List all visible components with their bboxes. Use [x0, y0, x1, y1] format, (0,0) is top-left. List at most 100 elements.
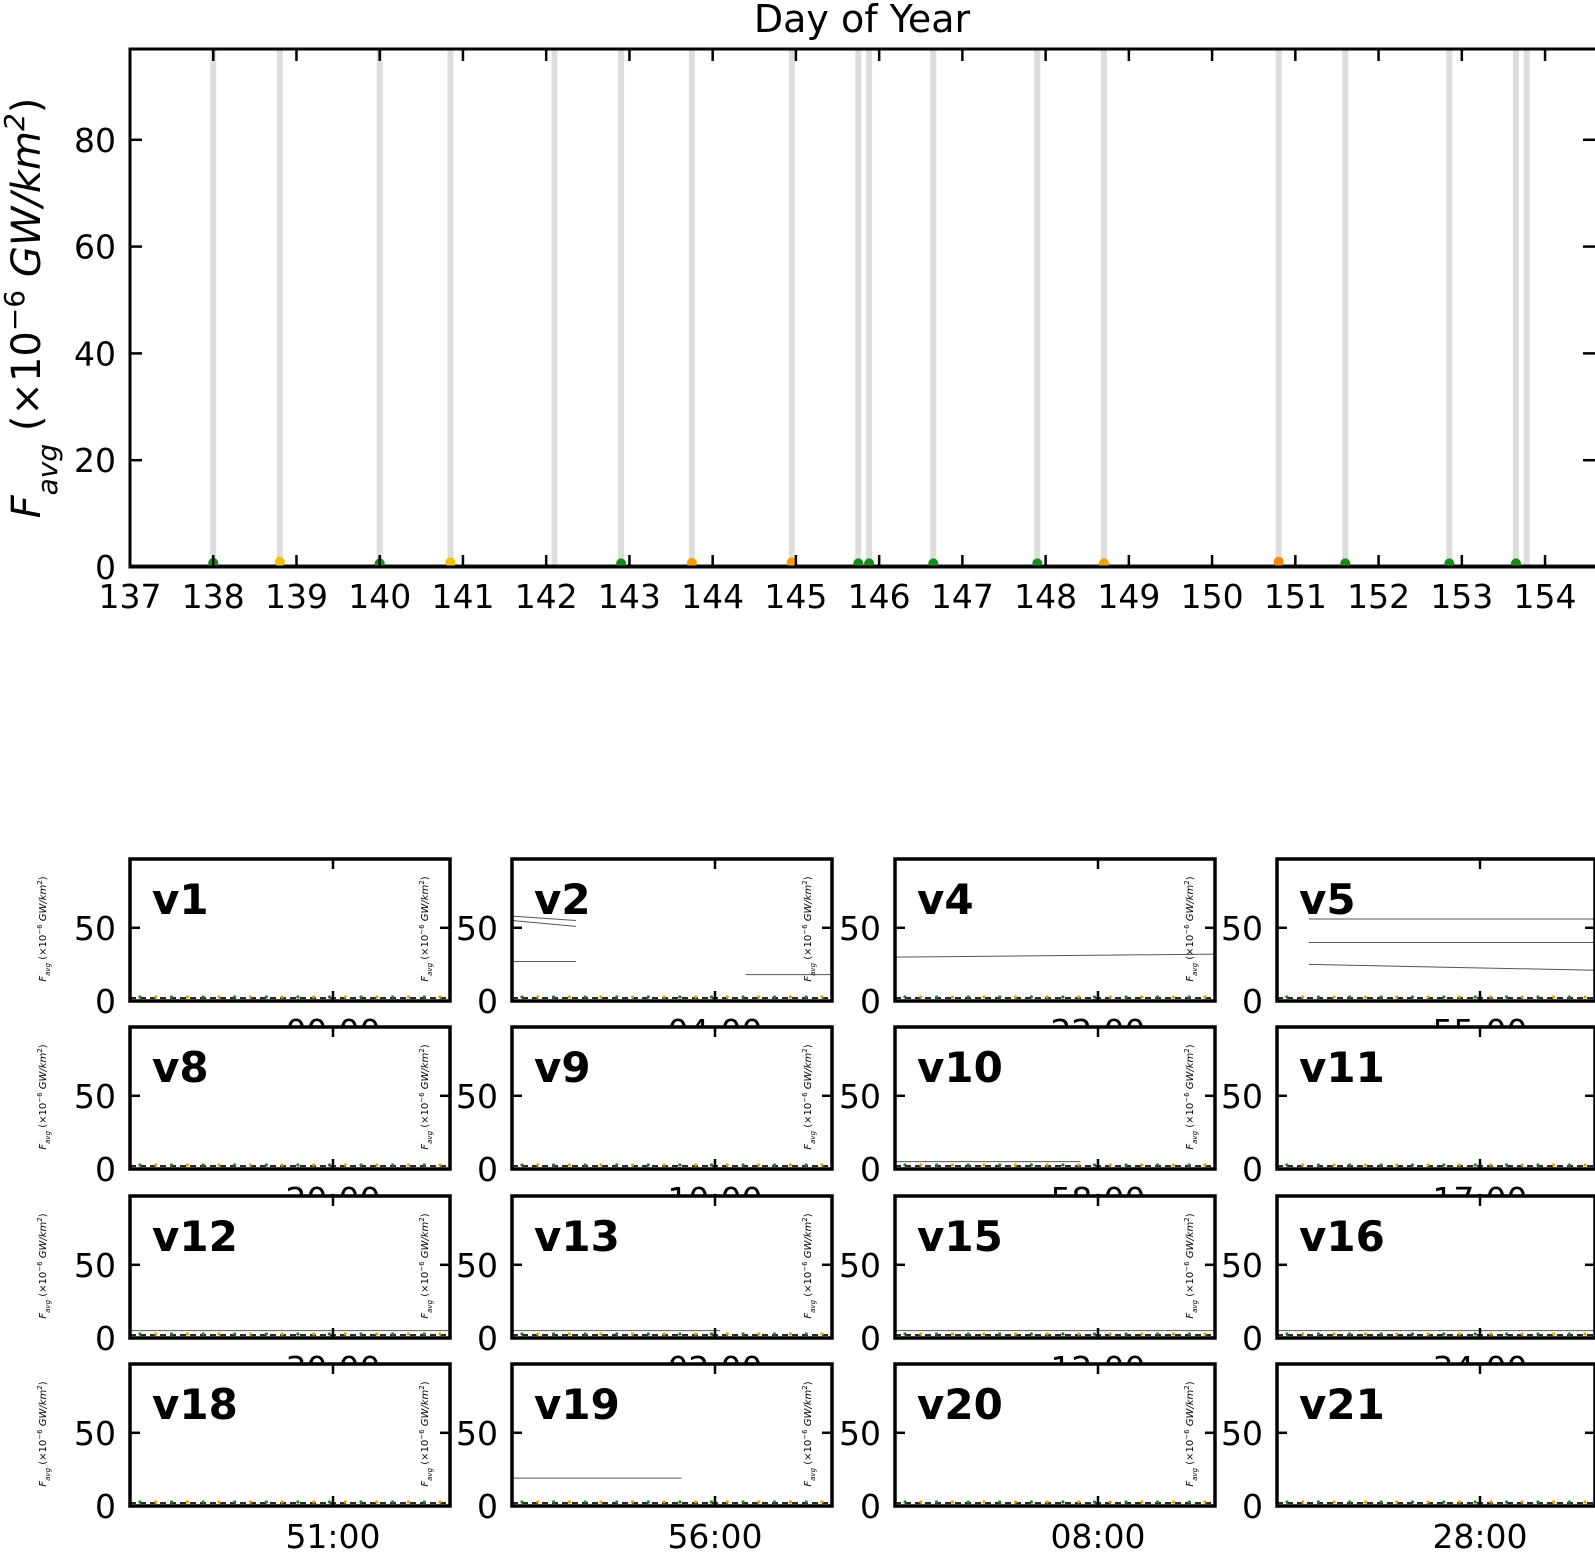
panel-data-point — [359, 1332, 363, 1336]
panel-v21: 28:00 0 50 v21 Favg (×10−6 GW/km2) — [1183, 1362, 1595, 1553]
panel-y-axis-label: Favg (×10−6 GW/km2) — [1183, 1381, 1199, 1486]
panel-v5: 55:00050v5Favg (×10−6 GW/km2) — [1183, 857, 1595, 1051]
panel-data-point — [646, 1163, 650, 1167]
panel-data-point — [678, 995, 682, 999]
panel-data-point — [757, 1500, 761, 1504]
panel-data-point — [1504, 1163, 1509, 1167]
panel-data-point — [1395, 995, 1399, 999]
panel-data-point — [536, 1163, 540, 1167]
panel-v8: 20:00050v8Favg (×10−6 GW/km2) — [36, 1025, 452, 1219]
panel-v4: 22:00050v4Favg (×10−6 GW/km2) — [801, 857, 1217, 1051]
x-tick-label: 142 — [515, 577, 578, 616]
panel-data-point — [296, 1163, 300, 1167]
panel-data-point — [1013, 1163, 1018, 1167]
y-tick-label: 20 — [74, 441, 116, 480]
panel-data-point — [1410, 995, 1415, 999]
panel-data-point — [725, 995, 729, 999]
panel-y-tick-label: 0 — [477, 1150, 498, 1189]
panel-data-point — [1567, 1163, 1571, 1167]
panel-v15: 12:00050v15Favg (×10−6 GW/km2) — [801, 1194, 1217, 1388]
panel-label: v5 — [1299, 875, 1356, 924]
panel-data-point — [154, 995, 158, 999]
panel-frame — [1275, 1194, 1595, 1340]
event-band-4 — [551, 49, 558, 567]
panel-data-point — [1489, 995, 1493, 999]
panel-data-point — [169, 1500, 174, 1504]
panel-data-point — [567, 1332, 571, 1336]
panel-data-point — [264, 1500, 268, 1504]
panel-data-point — [773, 1500, 777, 1504]
panel-data-point — [248, 1163, 253, 1167]
panel-data-point — [966, 995, 970, 999]
panel-data-point — [773, 1332, 777, 1336]
panel-data-point — [138, 995, 142, 999]
panel-label: v8 — [152, 1043, 209, 1092]
panel-y-tick-label: 0 — [860, 1319, 881, 1358]
panel-data-point — [375, 1500, 379, 1504]
panel-data-point — [1473, 1163, 1477, 1167]
y-tick-label: 60 — [74, 228, 116, 267]
panel-data-point — [1316, 1332, 1320, 1336]
panel-y-axis-label: Favg (×10−6 GW/km2) — [418, 1044, 434, 1149]
panel-data-point — [1348, 995, 1352, 999]
panel-data-point — [1583, 1332, 1587, 1336]
panel-data-point — [248, 1500, 253, 1504]
panel-data-point — [662, 1163, 666, 1167]
panel-data-point — [630, 1332, 635, 1336]
panel-data-point — [343, 1332, 347, 1336]
panel-data-point — [327, 1332, 332, 1336]
panel-data-point — [1045, 1500, 1049, 1504]
panel-data-point — [630, 995, 635, 999]
panel-v12: 30:00050v12Favg (×10−6 GW/km2) — [36, 1194, 452, 1388]
panel-data-point — [1395, 1500, 1399, 1504]
panel-data-point — [1187, 1163, 1191, 1167]
panel-data-point — [233, 1163, 237, 1167]
panel-data-point — [1473, 995, 1477, 999]
panel-v2: 04:00050v2Favg (×10−6 GW/km2) — [418, 857, 834, 1051]
panel-data-point — [1536, 1163, 1540, 1167]
event-band-15 — [1446, 49, 1453, 567]
panel-y-tick-label: 50 — [74, 1077, 116, 1116]
panel-data-point — [375, 1332, 379, 1336]
panel-data-point — [1301, 1500, 1305, 1504]
panel-data-point — [599, 1500, 603, 1504]
panel-data-point — [1410, 1332, 1415, 1336]
panel-v13: 02:00050v13Favg (×10−6 GW/km2) — [418, 1194, 834, 1388]
panel-data-point — [1426, 1500, 1430, 1504]
panel-data-point — [903, 1500, 907, 1504]
panel-data-point — [1457, 995, 1462, 999]
panel-y-tick-label: 50 — [839, 1077, 881, 1116]
panel-data-point — [919, 1332, 923, 1336]
panel-data-point — [1077, 1332, 1081, 1336]
panel-frame — [510, 857, 834, 1003]
panel-data-point — [1029, 1500, 1033, 1504]
panel-data-point — [630, 1500, 635, 1504]
panel-data-point — [1316, 1163, 1320, 1167]
panel-data-point — [1077, 1163, 1081, 1167]
panel-data-point — [1029, 995, 1033, 999]
panel-data-point — [950, 1163, 954, 1167]
panel-data-point — [1124, 995, 1128, 999]
panel-y-tick-label: 50 — [1221, 1246, 1263, 1285]
panel-y-axis-label: Favg (×10−6 GW/km2) — [801, 876, 817, 981]
panel-data-point — [1061, 1500, 1065, 1504]
panel-data-point — [919, 1500, 923, 1504]
panel-data-point — [773, 995, 777, 999]
panel-data-point — [982, 1163, 986, 1167]
panel-data-point — [1077, 995, 1081, 999]
panel-x-tick-label: 56:00 — [667, 1517, 762, 1553]
panel-data-point — [741, 1500, 745, 1504]
panel-data-point — [1332, 1332, 1336, 1336]
panel-data-point — [788, 1500, 793, 1504]
panel-data-point — [1442, 995, 1446, 999]
panel-data-point — [1457, 1163, 1462, 1167]
panel-y-tick-label: 50 — [74, 909, 116, 948]
panel-data-point — [343, 1500, 347, 1504]
panel-y-axis-label: Favg (×10−6 GW/km2) — [418, 876, 434, 981]
event-band-2 — [376, 49, 383, 567]
panel-background — [1277, 1364, 1595, 1506]
panel-data-point — [1285, 1500, 1289, 1504]
panel-data-point — [820, 1163, 824, 1167]
panel-data-point — [998, 1332, 1002, 1336]
x-tick-label: 146 — [848, 577, 911, 616]
